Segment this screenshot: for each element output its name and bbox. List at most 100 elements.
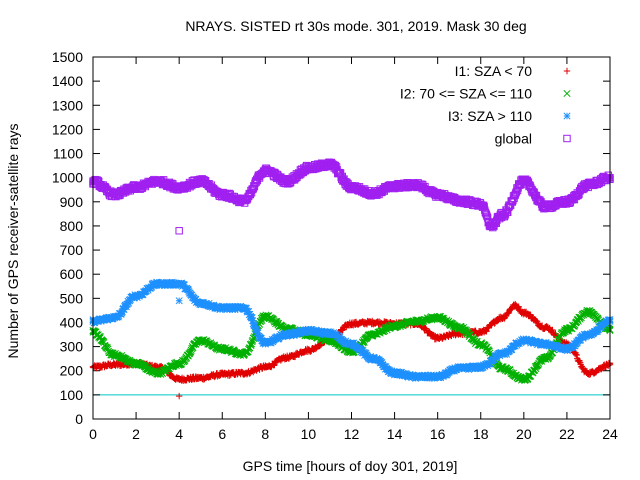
data-point [508, 346, 516, 354]
legend-label: I1: SZA < 70 [455, 63, 533, 79]
data-point [483, 328, 490, 335]
data-point [211, 373, 218, 381]
y-tick-label: 1200 [52, 121, 83, 137]
x-tick-label: 20 [516, 426, 532, 442]
data-point [270, 362, 278, 369]
y-tick-label: 400 [60, 314, 84, 330]
data-point [605, 325, 613, 333]
data-point [505, 310, 512, 317]
data-point [573, 351, 580, 359]
x-tick-label: 2 [132, 426, 140, 442]
data-point [378, 359, 386, 367]
data-point [254, 329, 262, 337]
data-point [292, 330, 300, 339]
x-tick-label: 6 [218, 426, 226, 442]
legend-label: I3: SZA > 110 [448, 108, 532, 124]
y-tick-label: 300 [60, 339, 84, 355]
data-point [184, 352, 192, 360]
y-tick-label: 0 [75, 411, 83, 427]
data-point [244, 348, 252, 356]
data-point [396, 371, 404, 379]
y-tick-label: 900 [60, 194, 84, 210]
y-tick-label: 800 [60, 218, 84, 234]
y-tick-label: 1400 [52, 73, 83, 89]
plot-frame [92, 56, 611, 420]
data-point [526, 311, 534, 318]
data-point [556, 345, 564, 354]
data-point [246, 310, 254, 318]
legend-marker [563, 89, 571, 98]
outlier-point [175, 227, 183, 235]
x-tick-label: 12 [344, 426, 360, 442]
data-point [602, 317, 611, 325]
y-tick-label: 1500 [52, 49, 83, 65]
data-point [242, 304, 250, 312]
data-point [412, 316, 420, 324]
y-tick-label: 1000 [52, 170, 83, 186]
data-point [249, 317, 257, 325]
legend-marker [563, 134, 571, 143]
axis-ticks [92, 56, 611, 420]
y-tick-labels: 0 100 200 300 400 500 600 700 800 900 1000 1100 1200… [52, 49, 83, 427]
outlier-point [175, 392, 183, 400]
x-tick-label: 4 [175, 426, 183, 442]
y-tick-label: 200 [60, 363, 84, 379]
y-tick-label: 600 [60, 266, 84, 282]
data-points [89, 158, 614, 400]
data-point [436, 374, 445, 382]
x-tick-label: 0 [89, 426, 97, 442]
legend-marker [563, 67, 571, 75]
data-point [509, 196, 517, 205]
data-point [245, 307, 253, 315]
x-tick-label: 24 [602, 426, 618, 442]
data-point [257, 335, 265, 343]
x-tick-label: 10 [301, 426, 317, 442]
series-3 [89, 158, 614, 232]
x-tick-label: 14 [387, 426, 403, 442]
legend-marker [563, 112, 571, 120]
x-tick-label: 8 [261, 426, 269, 442]
data-point [512, 189, 520, 197]
y-axis-label: Number of GPS receiver-satellite rays [5, 124, 21, 359]
data-point [247, 342, 255, 350]
x-tick-label: 22 [559, 426, 575, 442]
data-point [251, 322, 259, 330]
data-point [184, 286, 192, 294]
data-point [605, 174, 614, 182]
data-point [362, 349, 370, 358]
x-tick-label: 18 [473, 426, 489, 442]
y-tick-label: 1100 [53, 146, 83, 162]
series-2 [89, 278, 614, 382]
chart-title: NRAYS. SISTED rt 30s mode. 301, 2019. Ma… [185, 18, 526, 34]
data-point [117, 310, 125, 318]
data-point [180, 281, 188, 289]
data-point [479, 201, 488, 210]
data-point [504, 208, 512, 216]
data-point [336, 333, 344, 341]
data-point [249, 336, 257, 344]
data-point [215, 303, 223, 311]
legend-label: global [495, 131, 532, 147]
data-point [122, 303, 130, 311]
x-tick-label: 16 [430, 426, 446, 442]
x-tick-labels: 0 2 4 6 8 10 12 14 16 18 20 22 24 [89, 426, 618, 442]
y-tick-label: 1300 [52, 97, 83, 113]
data-point [95, 332, 103, 340]
data-point [549, 326, 556, 334]
legend: I1: SZA < 70 I2: 70 <= SZA <= 110 I3: SZA … [400, 63, 571, 147]
data-point [576, 357, 583, 365]
outlier-point [175, 297, 183, 305]
data-point [248, 314, 256, 322]
series-1 [89, 306, 614, 384]
data-point [125, 299, 133, 307]
data-point [574, 191, 582, 200]
data-point [170, 279, 178, 287]
y-tick-label: 700 [60, 242, 84, 258]
data-point [572, 351, 580, 358]
y-tick-label: 500 [60, 290, 84, 306]
y-tick-label: 100 [60, 387, 84, 403]
data-point [253, 325, 261, 333]
data-point [515, 372, 523, 381]
data-point [604, 319, 612, 327]
